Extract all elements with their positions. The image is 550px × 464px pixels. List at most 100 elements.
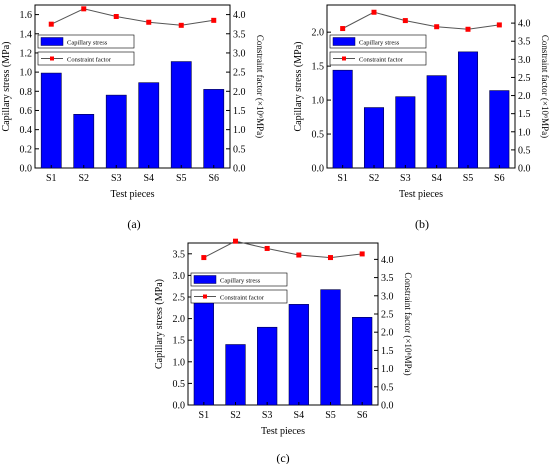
x-tick-label: S2 xyxy=(369,173,380,184)
bar xyxy=(489,90,510,169)
y-right-tick-label: 4.0 xyxy=(381,255,394,266)
y-right-axis-title: Constraint factor (×10⁶MPa) xyxy=(403,272,413,375)
y-right-tick-label: 2.5 xyxy=(381,309,394,320)
x-tick-label: S2 xyxy=(230,410,241,421)
y-right-tick-label: 2.0 xyxy=(233,87,246,98)
y-right-tick-label: 2.0 xyxy=(381,328,394,339)
y-tick-label: 3.0 xyxy=(173,271,186,282)
plot-frame xyxy=(326,4,516,169)
x-tick-label: S5 xyxy=(463,173,474,184)
y-tick-label: 1.4 xyxy=(20,29,33,40)
y-tick-label: 1.5 xyxy=(173,336,186,347)
y-axis-title: Capillary stress (MPa) xyxy=(154,279,165,369)
x-tick-label: S6 xyxy=(357,410,368,421)
x-tick-label: S1 xyxy=(199,410,210,421)
bar xyxy=(332,69,353,169)
y-tick-label: 0.0 xyxy=(20,164,33,175)
y-tick-label: 0.4 xyxy=(20,125,33,136)
bar xyxy=(363,107,385,169)
legend-swatch-marker xyxy=(342,56,346,61)
y-right-tick-label: 0.5 xyxy=(233,144,246,155)
y-tick-label: 0.2 xyxy=(20,144,33,155)
legend-box xyxy=(190,289,288,304)
y-tick-label: 0.5 xyxy=(312,130,325,141)
constraint-factor-point xyxy=(146,19,152,25)
bar xyxy=(73,114,95,169)
constraint-factor-line xyxy=(203,240,363,259)
panel-label: (b) xyxy=(415,217,429,231)
legend-label: Constraint factor xyxy=(220,295,265,302)
x-tick-label: S4 xyxy=(294,410,305,421)
y-right-tick-label: 0.0 xyxy=(518,164,531,175)
y-tick-label: 0.0 xyxy=(312,164,325,175)
constraint-factor-point xyxy=(81,6,87,12)
x-tick-label: S1 xyxy=(46,173,57,184)
x-tick-label: S1 xyxy=(337,173,348,184)
y-right-tick-label: 1.0 xyxy=(381,364,394,375)
bar xyxy=(320,289,341,406)
bar xyxy=(426,75,447,169)
legend-label: Constraint factor xyxy=(67,57,112,64)
y-tick-label: 2.0 xyxy=(173,314,186,325)
constraint-factor-point xyxy=(48,21,54,27)
legend-label: Constraint factor xyxy=(359,57,404,64)
y-right-tick-label: 2.5 xyxy=(233,68,246,79)
y-tick-label: 0.6 xyxy=(20,106,33,117)
y-tick-label: 1.5 xyxy=(312,62,325,73)
y-right-tick-label: 3.5 xyxy=(233,29,246,40)
bar xyxy=(288,304,309,406)
x-tick-label: S6 xyxy=(208,173,219,184)
bar xyxy=(225,344,246,406)
legend-swatch-bar xyxy=(193,275,217,284)
y-right-tick-label: 0.5 xyxy=(518,145,531,156)
y-right-tick-label: 4.0 xyxy=(518,19,531,30)
y-tick-label: 0.0 xyxy=(173,401,186,412)
y-right-tick-label: 1.5 xyxy=(518,109,531,120)
constraint-factor-point xyxy=(264,245,270,251)
constraint-factor-point xyxy=(201,255,207,261)
bar xyxy=(257,326,278,406)
panel-label: (c) xyxy=(276,451,289,464)
x-tick-label: S3 xyxy=(262,410,273,421)
y-right-axis-title: Constraint factor (×10⁶MPa) xyxy=(540,35,550,138)
x-axis-title: Test pieces xyxy=(110,189,154,200)
constraint-factor-point xyxy=(371,9,377,15)
y-tick-label: 0.8 xyxy=(20,87,33,98)
x-tick-label: S6 xyxy=(494,173,505,184)
y-right-tick-label: 0.0 xyxy=(233,164,246,175)
bar xyxy=(193,298,214,406)
x-tick-label: S2 xyxy=(78,173,89,184)
bar xyxy=(203,89,225,169)
x-tick-label: S5 xyxy=(325,410,336,421)
y-tick-label: 1.0 xyxy=(173,357,186,368)
y-right-tick-label: 4.0 xyxy=(233,10,246,21)
x-axis-title: Test pieces xyxy=(261,426,305,437)
constraint-factor-point xyxy=(178,22,184,28)
x-axis-title: Test pieces xyxy=(399,189,443,200)
bar xyxy=(395,96,416,169)
constraint-factor-point xyxy=(465,26,471,32)
y-right-tick-label: 0.5 xyxy=(381,382,394,393)
chart-panel-b: 0.0 0.5 1.0 1.5 2.0 0.0 0.5 1.0 1.5 2.0 2.5 3.0 3.5 4… xyxy=(293,4,550,231)
legend-swatch-bar xyxy=(332,37,356,46)
legend-label: Capillary stress xyxy=(220,278,261,285)
plot-frame xyxy=(34,4,231,169)
legend-swatch-bar xyxy=(40,37,64,46)
x-tick-label: S5 xyxy=(176,173,187,184)
chart-panel-c: 0.0 0.5 1.0 1.5 2.0 2.5 3.0 3.5 0.0 0.5 1.0 1.5 2.0 2… xyxy=(154,238,413,464)
constraint-factor-point xyxy=(340,26,346,32)
y-right-tick-label: 3.5 xyxy=(518,37,531,48)
legend-swatch-marker xyxy=(203,294,207,299)
constraint-factor-point xyxy=(211,17,217,23)
y-tick-label: 3.5 xyxy=(173,249,186,260)
y-right-tick-label: 1.0 xyxy=(233,125,246,136)
constraint-factor-point xyxy=(402,18,408,24)
constraint-factor-point xyxy=(434,24,440,30)
y-right-tick-label: 3.0 xyxy=(233,48,246,59)
y-tick-label: 2.5 xyxy=(173,293,186,304)
plot-frame xyxy=(187,242,379,406)
constraint-factor-point xyxy=(359,251,365,257)
bar xyxy=(105,94,127,169)
x-tick-label: S4 xyxy=(143,173,154,184)
